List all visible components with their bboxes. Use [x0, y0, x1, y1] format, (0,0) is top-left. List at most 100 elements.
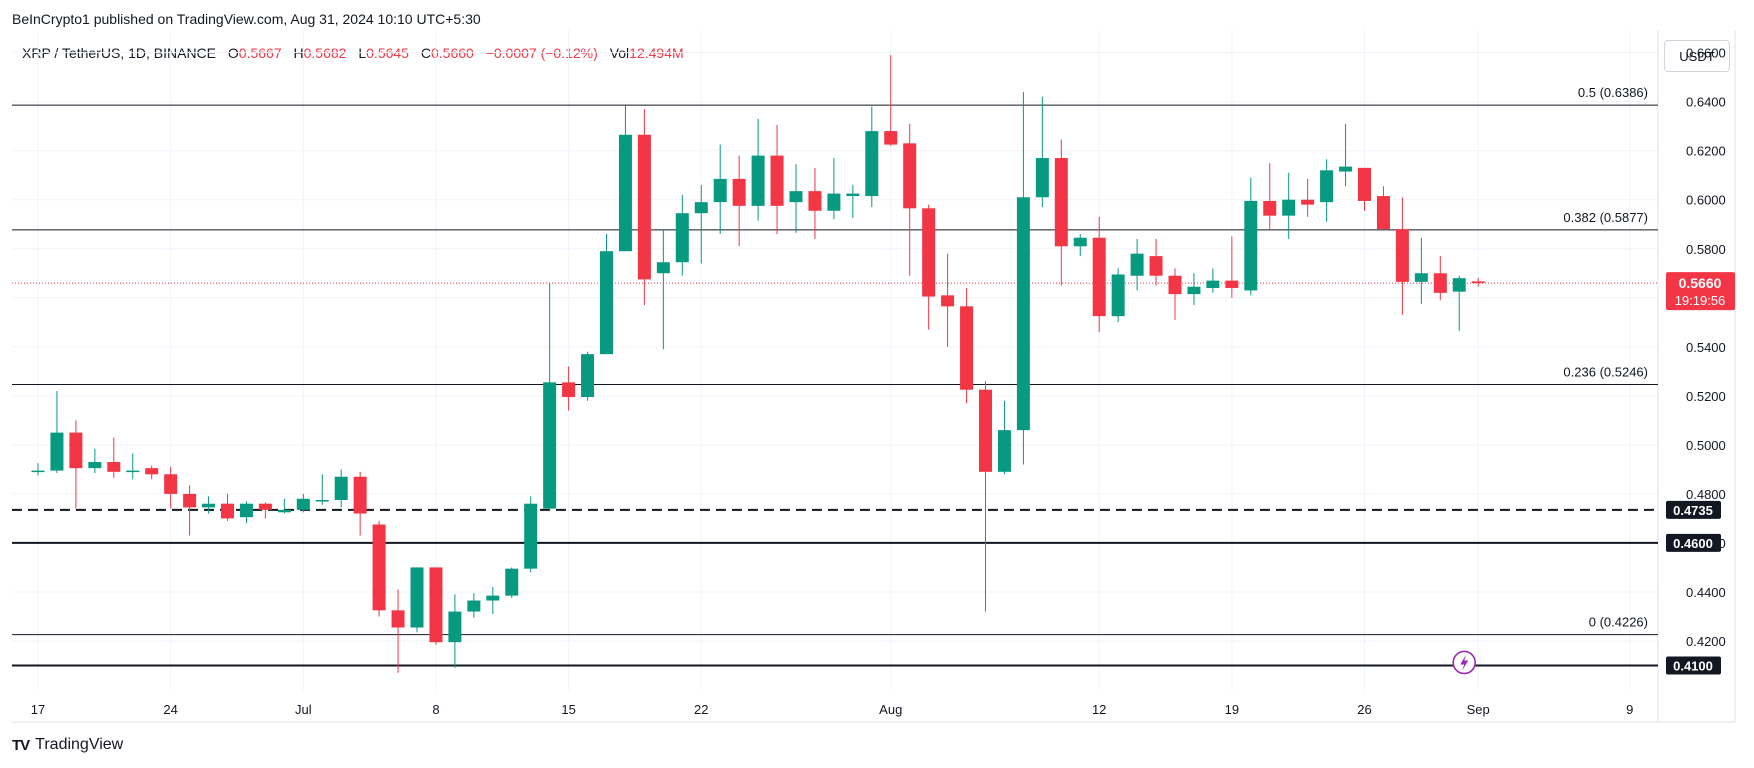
candle-body [1130, 253, 1144, 276]
candle-body [50, 432, 64, 471]
candle-body [353, 476, 367, 514]
candle-body [732, 178, 746, 206]
symbol-info-bar: XRP / TetherUS, 1D, BINANCE O0.5667 H0.5… [22, 45, 684, 61]
price-level-badge [1666, 500, 1721, 519]
candle-body [1111, 274, 1125, 317]
candle-body [1320, 170, 1334, 203]
candle-body [410, 567, 424, 628]
candle-body [600, 251, 613, 355]
candle-body [1092, 237, 1106, 317]
candle-body [1206, 280, 1220, 288]
candle-body [884, 131, 898, 145]
candle-body [31, 470, 45, 473]
candle-body [941, 295, 955, 307]
candle-body [1414, 273, 1428, 282]
candle-body [164, 474, 178, 494]
candle-body [770, 155, 784, 206]
candle-body [675, 213, 689, 263]
price-tick-label: 0.5200 [1686, 389, 1726, 404]
candle-body [751, 155, 765, 206]
candle-body [1168, 275, 1182, 295]
candle-body [1301, 199, 1315, 205]
current-price-badge [1666, 272, 1735, 311]
date-tick-label: 12 [1092, 702, 1106, 717]
price-tick-label: 0.6400 [1686, 95, 1726, 110]
candle-body [656, 262, 670, 274]
lightning-bolt-icon [1460, 654, 1469, 671]
current-price-label: 0.5660 [1679, 275, 1722, 291]
candle-body [1073, 237, 1087, 247]
candle-body [827, 193, 841, 211]
fib-level-label: 0.236 (0.5246) [1563, 365, 1648, 380]
candle-body [239, 503, 253, 518]
candle-body [713, 178, 727, 203]
date-tick-label: Jul [295, 702, 312, 717]
candle-body [1471, 281, 1485, 284]
price-tick-label: 0.4800 [1686, 487, 1726, 502]
candle-body [296, 498, 310, 510]
date-tick-label: 17 [31, 702, 45, 717]
candle-body [1149, 256, 1163, 276]
candle-body [1263, 200, 1277, 216]
date-tick-label: 26 [1357, 702, 1371, 717]
candle-body [221, 503, 234, 519]
date-tick-label: Sep [1467, 702, 1490, 717]
candle-body [126, 470, 140, 473]
candle-body [1452, 278, 1466, 292]
date-tick-label: 19 [1225, 702, 1239, 717]
candle-body [637, 134, 651, 280]
price-tick-label: 0.5800 [1686, 242, 1726, 257]
candle-body [922, 208, 936, 297]
candle-body [505, 568, 519, 596]
candle-body [808, 191, 822, 211]
candle-body [789, 191, 803, 203]
candle-body [846, 193, 860, 197]
date-tick-label: 15 [561, 702, 575, 717]
candle-body [372, 524, 386, 611]
price-level-badge-label: 0.4735 [1673, 503, 1713, 518]
candle-body [391, 610, 405, 628]
brand-name: TradingView [35, 736, 124, 753]
candle-body [202, 503, 216, 508]
date-tick-label: 22 [694, 702, 708, 717]
date-tick-label: 8 [432, 702, 439, 717]
candle-body [562, 382, 576, 398]
price-tick-label: 0.5400 [1686, 340, 1726, 355]
candle-body [1035, 158, 1049, 198]
tradingview-logo-icon: TV [12, 736, 30, 754]
date-tick-label: 9 [1626, 702, 1633, 717]
candle-body [581, 354, 595, 398]
price-level-badge-label: 0.4100 [1673, 658, 1713, 673]
candle-body [258, 503, 272, 510]
candle-body [1433, 273, 1447, 293]
candle-body [1225, 280, 1239, 288]
candle-body [694, 202, 708, 214]
price-tick-label: 0.4400 [1686, 585, 1726, 600]
candle-body [486, 595, 500, 601]
candle-body [1187, 286, 1201, 295]
candle-body [618, 134, 632, 252]
publish-credit: BeInCrypto1 published on TradingView.com… [12, 11, 481, 27]
candle-body [1016, 197, 1030, 431]
fib-level-label: 0.382 (0.5877) [1563, 210, 1648, 225]
candle-body [107, 462, 121, 472]
fib-level-label: 0.5 (0.6386) [1578, 85, 1648, 100]
date-tick-label: 24 [163, 702, 177, 717]
tradingview-brand[interactable]: TV TradingView [12, 736, 123, 754]
price-tick-label: 0.6000 [1686, 193, 1726, 208]
fib-level-label: 0 (0.4226) [1589, 615, 1648, 630]
candle-body [524, 503, 538, 569]
candle-body [277, 509, 291, 513]
candle-body [1282, 199, 1296, 216]
candle-body [448, 611, 462, 643]
price-level-badge [1666, 533, 1721, 552]
candle-body [1339, 166, 1353, 172]
candle-body [1244, 200, 1258, 291]
candle-body [903, 143, 917, 209]
date-tick-label: Aug [879, 702, 902, 717]
currency-button[interactable]: USDT [1664, 40, 1730, 72]
price-level-badge [1666, 656, 1721, 675]
countdown-label: 19:19:56 [1675, 293, 1726, 308]
price-tick-label: 0.4200 [1686, 634, 1726, 649]
